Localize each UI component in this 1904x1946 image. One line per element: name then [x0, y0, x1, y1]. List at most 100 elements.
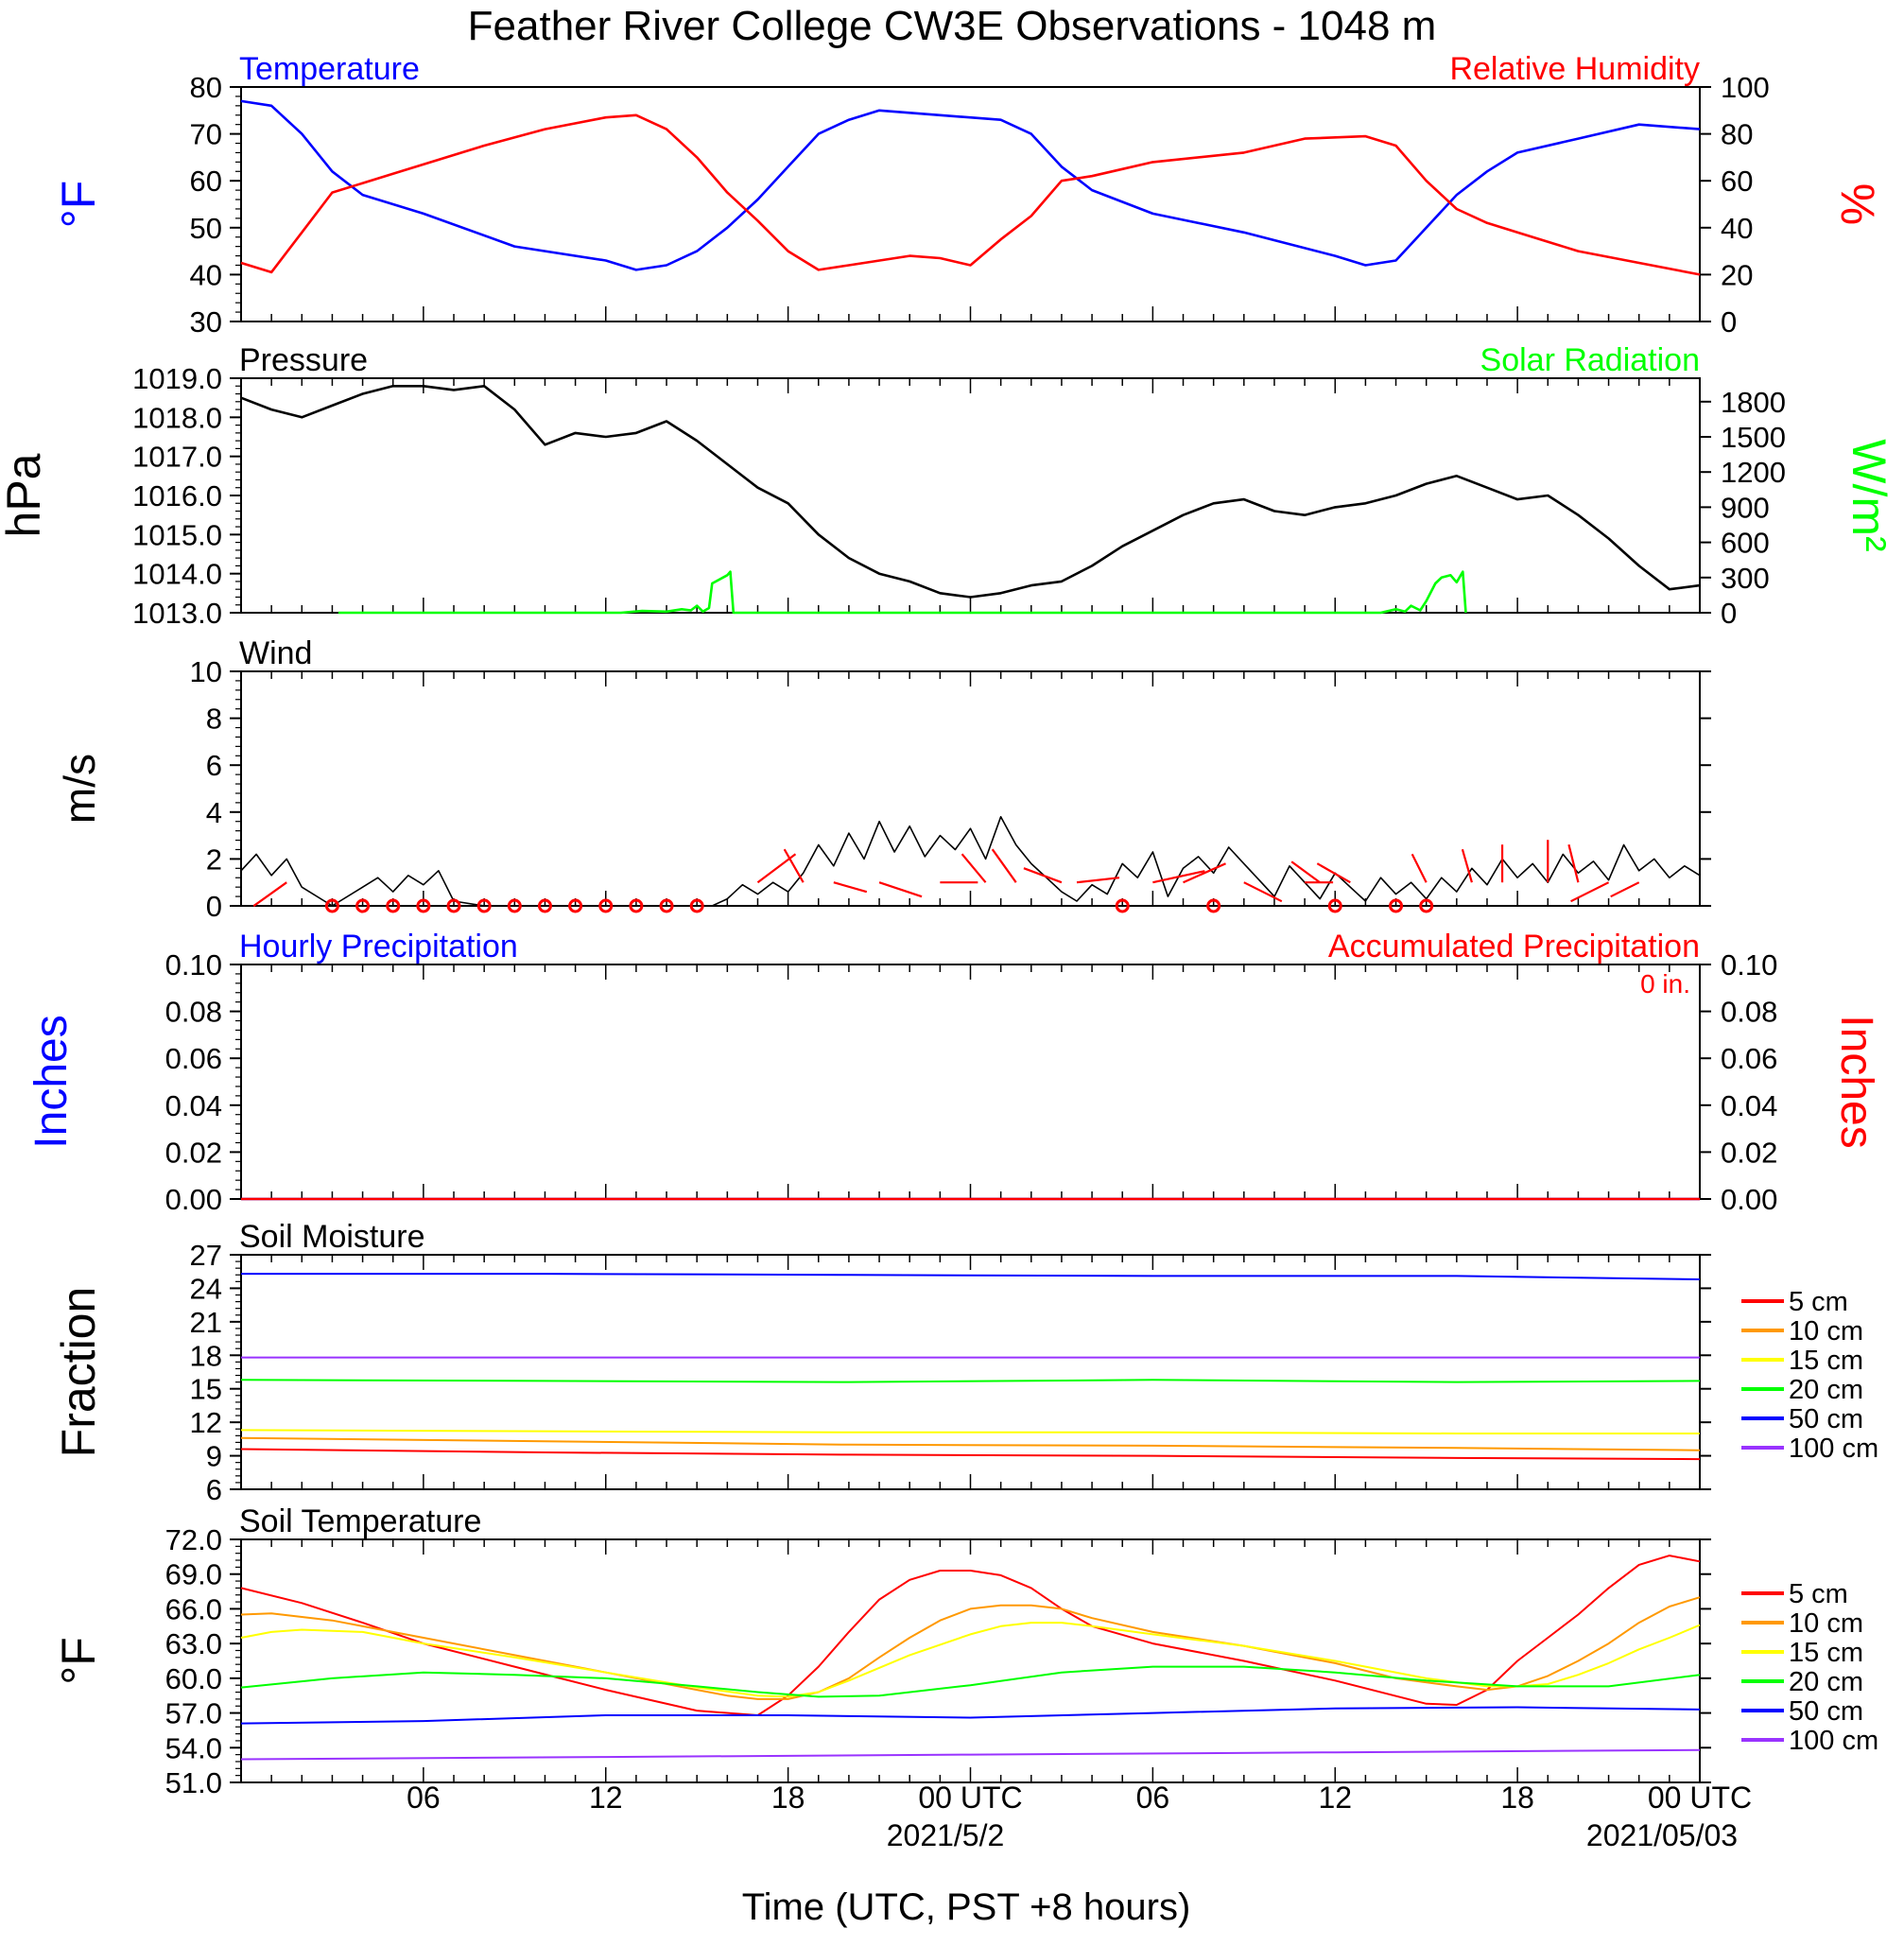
y-tick-label-pressure-solar: 1017.0: [132, 441, 222, 474]
x-tick-label: 18: [771, 1781, 805, 1815]
y-tick-label-right-precip: 0.10: [1721, 948, 1777, 982]
x-axis: 2021/5/2 2021/05/03 Time (UTC, PST +8 ho…: [407, 1781, 1752, 1928]
wind-barb: [1316, 862, 1351, 884]
x-tick-label: 00 UTC: [918, 1781, 1022, 1815]
y-tick-label-precip: 0.00: [165, 1183, 222, 1216]
y-tick-label-wind: 2: [206, 843, 222, 876]
x-tick-label: 06: [407, 1781, 441, 1815]
y-tick-label-precip: 0.04: [165, 1089, 222, 1122]
y-axis-label-pressure-solar: hPa: [0, 453, 50, 537]
panel-title-precip: Hourly Precipitation: [239, 929, 518, 964]
y-tick-label-right-pressure-solar: 600: [1721, 527, 1770, 560]
panel-pressure-solar: 1013.0 1014.0 1015.0 1016.0 1017.0 1018.0 1019…: [0, 342, 1895, 630]
legend-label-soil-temp: 50 cm: [1789, 1696, 1863, 1727]
panel-wind: 0 2 4 6 8 10 Wind m/s: [55, 635, 1711, 923]
y-tick-label-soil-moisture: 18: [190, 1339, 222, 1372]
wind-calm-marker: [598, 898, 614, 913]
wind-barb: [833, 881, 868, 894]
legend-label-soil-moisture: 5 cm: [1789, 1287, 1848, 1317]
y-axis-label-soil-temp: °F: [52, 1637, 105, 1685]
y-tick-label-right-pressure-solar: 300: [1721, 562, 1770, 595]
series-line-soil-moisture-1: [240, 1448, 1701, 1461]
wind-calm-marker: [1389, 898, 1404, 913]
series-line-soil-moisture-4: [240, 1379, 1701, 1383]
y-tick-label-right-precip: 0.04: [1721, 1089, 1777, 1122]
x-tick-label: 18: [1500, 1781, 1534, 1815]
y-tick-label-right-temp-rh: 0: [1721, 305, 1737, 339]
series-line-temp-rh-1: [240, 99, 1701, 271]
y-tick-label-soil-temp: 51.0: [165, 1766, 222, 1799]
y-tick-label-right-pressure-solar: 0: [1721, 597, 1737, 630]
x-tick-label: 12: [1318, 1781, 1352, 1815]
wind-calm-marker: [568, 898, 583, 913]
legend-label-soil-moisture: 10 cm: [1789, 1316, 1863, 1347]
y-tick-label-wind: 10: [190, 655, 222, 688]
wind-barb: [1023, 867, 1063, 884]
wind-barb: [991, 848, 1017, 883]
wind-calm-marker: [1419, 898, 1434, 913]
y-tick-label-temp-rh: 30: [190, 305, 222, 339]
y-tick-label-soil-temp: 66.0: [165, 1592, 222, 1625]
y-tick-label-temp-rh: 80: [190, 71, 222, 104]
y-tick-label-pressure-solar: 1014.0: [132, 558, 222, 591]
y-tick-label-pressure-solar: 1019.0: [132, 362, 222, 395]
wind-calm-marker: [1327, 898, 1342, 913]
series-line-soil-temp-4: [240, 1665, 1701, 1698]
legend-label-soil-moisture: 50 cm: [1789, 1404, 1863, 1434]
panel-temp-rh: 30 40 50 60 70 80 0 20 40 60 80 100 Temperature Relat…: [52, 51, 1884, 339]
y-tick-label-precip: 0.10: [165, 948, 222, 982]
y-tick-label-right-precip: 0.06: [1721, 1042, 1777, 1075]
y-tick-label-right-pressure-solar: 1800: [1721, 386, 1786, 419]
y-tick-label-pressure-solar: 1018.0: [132, 401, 222, 434]
wind-barb: [1243, 881, 1283, 903]
wind-calm-marker: [416, 898, 431, 913]
panel-right-title-temp-rh: Relative Humidity: [1449, 51, 1700, 87]
y-axis-label-temp-rh: °F: [52, 181, 105, 229]
y-tick-label-soil-temp: 54.0: [165, 1731, 222, 1764]
x-tick-label: 12: [589, 1781, 623, 1815]
wind-calm-marker: [1206, 898, 1221, 913]
panel-right-title-precip: Accumulated Precipitation: [1328, 929, 1700, 964]
wind-calm-marker: [1115, 898, 1130, 913]
y-tick-label-right-temp-rh: 20: [1721, 258, 1753, 291]
series-line-soil-temp-6: [240, 1748, 1701, 1761]
legend-label-soil-temp: 5 cm: [1789, 1579, 1848, 1609]
x-axis-label: Time (UTC, PST +8 hours): [742, 1886, 1191, 1928]
legend-label-soil-moisture: 20 cm: [1789, 1375, 1863, 1405]
y-tick-label-right-temp-rh: 100: [1721, 71, 1770, 104]
series-line-temp-rh-2: [240, 113, 1701, 276]
y-tick-label-right-temp-rh: 40: [1721, 212, 1753, 245]
y-tick-label-soil-temp: 69.0: [165, 1558, 222, 1591]
y-tick-label-soil-temp: 60.0: [165, 1662, 222, 1695]
y-tick-label-wind: 6: [206, 749, 222, 782]
panel-precip: 0.00 0.02 0.04 0.06 0.08 0.10 0.00 0.02 0.04 0.06…: [26, 929, 1881, 1216]
panel-title-soil-moisture: Soil Moisture: [239, 1219, 425, 1255]
y-axis-right-label-temp-rh: %: [1831, 183, 1884, 225]
date-label-1: 2021/5/2: [887, 1818, 1005, 1852]
panel-title-soil-temp: Soil Temperature: [239, 1503, 481, 1539]
panel-title-pressure-solar: Pressure: [239, 342, 368, 378]
series-line-soil-temp-5: [240, 1706, 1701, 1725]
wind-calm-marker: [386, 898, 401, 913]
wind-barb: [1411, 853, 1428, 883]
y-axis-label-precip: Inches: [26, 1015, 77, 1148]
series-line-wind-1: [240, 815, 1701, 907]
series-line-soil-temp-3: [240, 1622, 1701, 1698]
wind-barb: [252, 881, 287, 908]
wind-calm-marker: [476, 898, 492, 913]
y-axis-label-wind: m/s: [55, 754, 104, 824]
y-tick-label-precip: 0.06: [165, 1042, 222, 1075]
x-tick-label: 00 UTC: [1648, 1781, 1752, 1815]
y-axis-label-soil-moisture: Fraction: [52, 1287, 105, 1458]
y-tick-label-wind: 0: [206, 890, 222, 923]
wind-calm-marker: [324, 898, 339, 913]
y-tick-label-temp-rh: 40: [190, 258, 222, 291]
y-tick-label-right-pressure-solar: 1200: [1721, 456, 1786, 489]
y-tick-label-soil-temp: 57.0: [165, 1697, 222, 1730]
panel-title-temp-rh: Temperature: [239, 51, 420, 87]
wind-barb: [878, 881, 923, 898]
